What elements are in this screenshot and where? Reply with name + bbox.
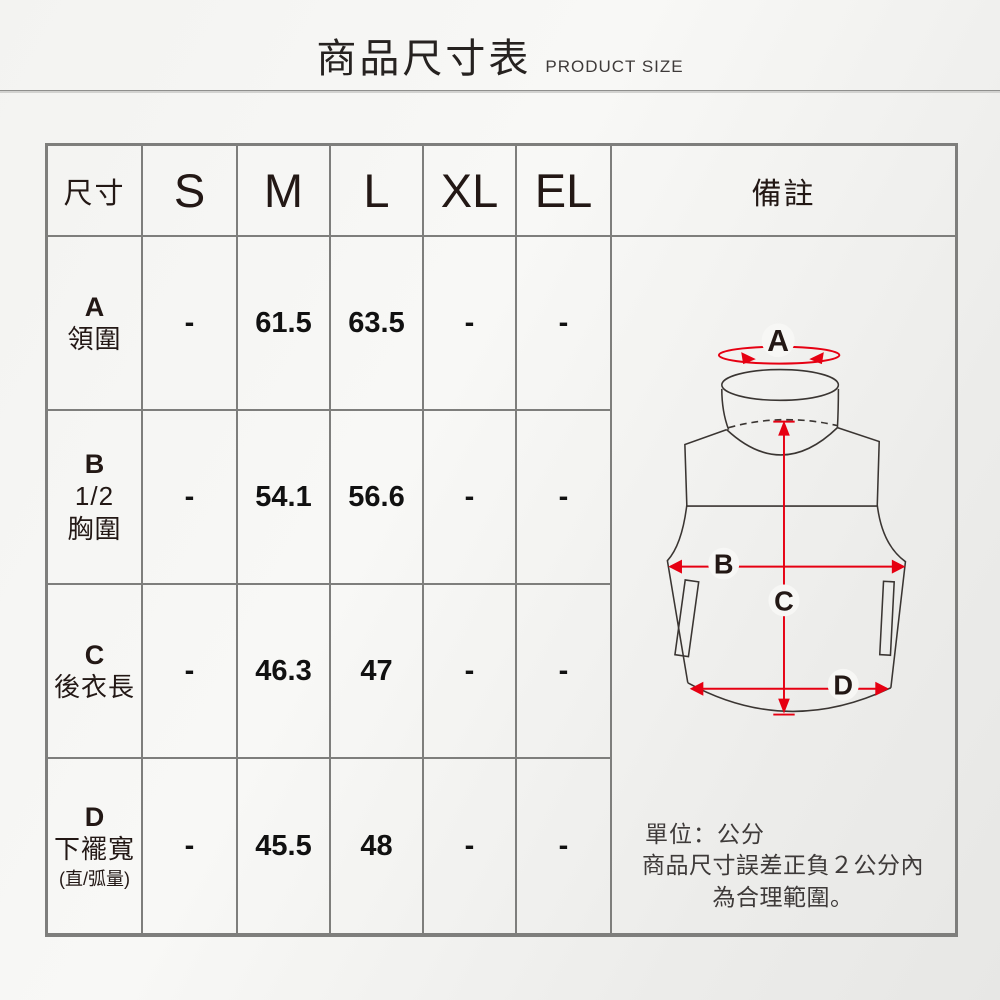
page-title: 商品尺寸表 PRODUCT SIZE — [0, 26, 1000, 84]
notes-cell: A B C D 單位：公分 商品尺寸誤差正負２公分內 為合理範圍。 — [612, 237, 955, 933]
value-cell: 63.5 — [331, 237, 424, 411]
value-cell: - — [517, 585, 612, 759]
measure-label-d: D — [833, 669, 853, 700]
vest-diagram: A B C D — [666, 323, 907, 716]
measure-label-c: C — [774, 585, 794, 616]
value-cell: 45.5 — [238, 759, 331, 933]
size-column-header-xl: XL — [424, 146, 517, 237]
size-column-header-m: M — [238, 146, 331, 237]
size-column-header-el: EL — [517, 146, 612, 237]
title-divider — [0, 90, 1000, 93]
tolerance-note-line2: 為合理範圍。 — [712, 884, 854, 910]
page-title-en: PRODUCT SIZE — [545, 57, 684, 76]
size-column-header-l: L — [331, 146, 424, 237]
value-cell: 46.3 — [238, 585, 331, 759]
value-cell: - — [143, 759, 238, 933]
size-chart-table: 尺寸 S M L XL EL 備註 A 領圍 - 61.5 63.5 - - — [45, 143, 958, 937]
page-title-zh: 商品尺寸表 — [316, 37, 532, 81]
value-cell: - — [143, 585, 238, 759]
value-cell: - — [424, 759, 517, 933]
value-cell: 54.1 — [238, 411, 331, 585]
value-cell: - — [424, 411, 517, 585]
value-cell: - — [143, 237, 238, 411]
value-cell: - — [517, 237, 612, 411]
row-label-cell-c: C 後衣長 — [48, 585, 143, 759]
arrowheads — [668, 352, 906, 714]
tolerance-note: 商品尺寸誤差正負２公分內 為合理範圍。 — [642, 849, 924, 913]
value-cell: 48 — [331, 759, 424, 933]
measure-label-a: A — [767, 324, 789, 358]
value-cell: 61.5 — [238, 237, 331, 411]
size-column-header-s: S — [143, 146, 238, 237]
tolerance-note-line1: 商品尺寸誤差正負２公分內 — [642, 852, 924, 878]
row-label-cell-a: A 領圍 — [48, 237, 143, 411]
header-cell-size-label: 尺寸 — [48, 146, 143, 237]
row-label-cell-d: D 下襬寬 (直/弧量) — [48, 759, 143, 933]
value-cell: 56.6 — [331, 411, 424, 585]
measure-label-b: B — [714, 548, 734, 579]
notes-column-header: 備註 — [612, 146, 955, 237]
value-cell: - — [424, 237, 517, 411]
value-cell: - — [424, 585, 517, 759]
value-cell: - — [517, 411, 612, 585]
row-label-cell-b: B 1/2 胸圍 — [48, 411, 143, 585]
unit-note: 單位：公分 — [645, 821, 765, 847]
value-cell: - — [143, 411, 238, 585]
value-cell: - — [517, 759, 612, 933]
value-cell: 47 — [331, 585, 424, 759]
